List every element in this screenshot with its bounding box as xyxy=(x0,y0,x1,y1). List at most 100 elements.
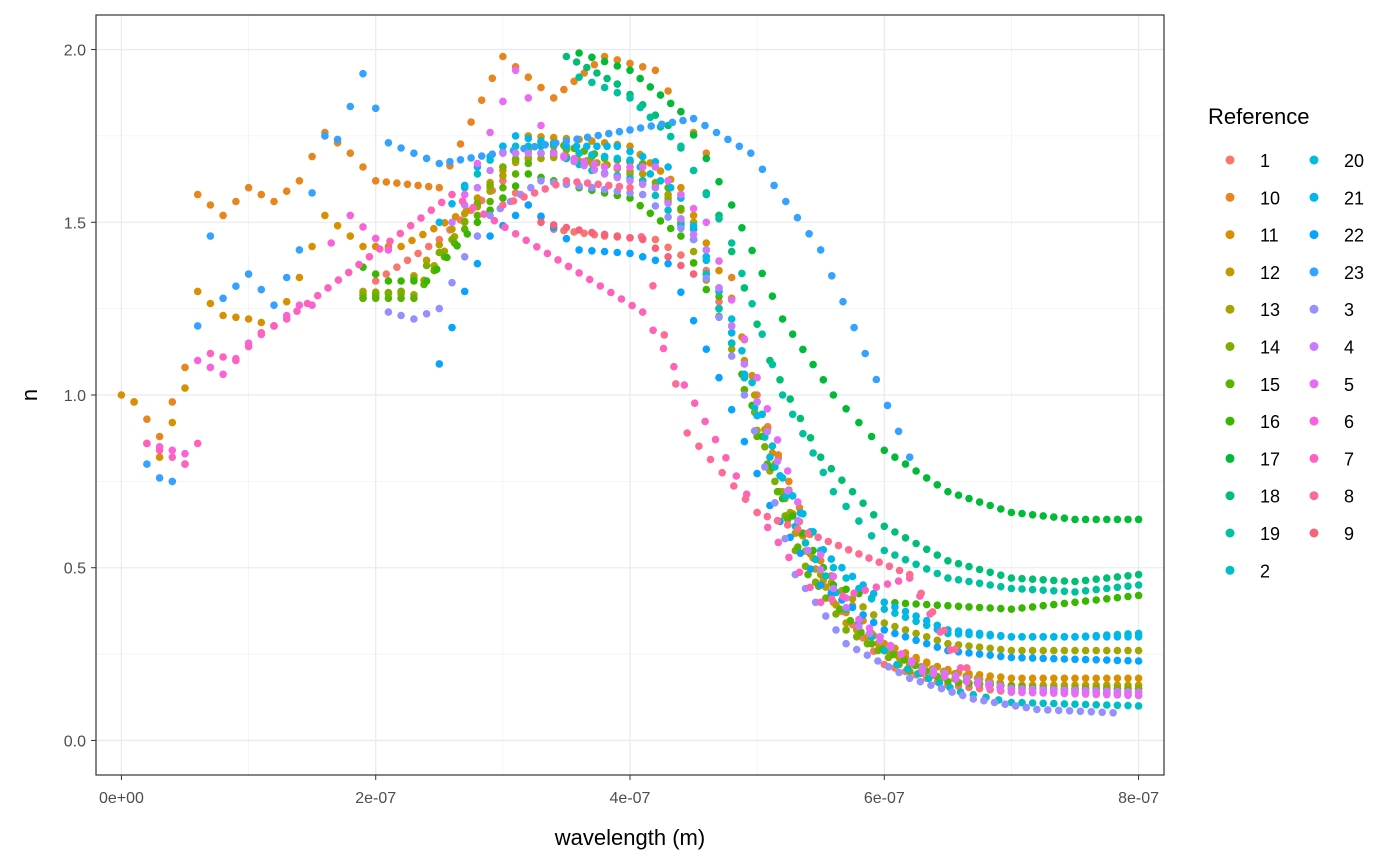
data-point xyxy=(143,460,151,468)
data-point xyxy=(499,52,507,61)
data-point xyxy=(656,167,665,175)
data-point xyxy=(181,449,189,458)
data-point xyxy=(1081,690,1090,698)
data-point xyxy=(651,244,660,252)
data-point xyxy=(585,275,594,284)
data-point xyxy=(912,600,920,608)
data-point xyxy=(636,103,644,112)
data-point xyxy=(295,246,304,254)
data-point xyxy=(206,349,215,358)
data-point xyxy=(384,294,393,303)
data-point xyxy=(763,405,772,413)
data-point xyxy=(206,363,215,372)
data-point xyxy=(613,173,622,182)
data-point xyxy=(689,316,698,325)
data-point xyxy=(1134,581,1143,589)
legend-item-11: 11 xyxy=(1225,226,1279,246)
data-point xyxy=(829,563,838,572)
data-point xyxy=(816,246,825,254)
data-point xyxy=(613,80,622,88)
data-point xyxy=(997,652,1005,661)
data-point xyxy=(891,528,899,536)
data-point xyxy=(651,66,660,75)
data-point xyxy=(1028,603,1037,611)
legend-label: 16 xyxy=(1260,412,1280,432)
data-point xyxy=(155,432,164,441)
data-point xyxy=(646,113,655,122)
data-point xyxy=(975,579,984,588)
data-point xyxy=(522,236,530,245)
data-point xyxy=(467,154,475,162)
x-axis-title: wavelength (m) xyxy=(554,825,705,850)
data-point xyxy=(646,83,655,91)
data-point xyxy=(922,600,931,609)
data-point xyxy=(788,330,797,339)
data-point xyxy=(763,523,772,532)
data-point xyxy=(636,124,645,132)
data-point xyxy=(334,276,343,284)
data-point xyxy=(1103,646,1111,655)
data-point xyxy=(832,626,840,634)
data-point xyxy=(456,140,465,148)
data-point xyxy=(613,88,622,97)
data-point xyxy=(638,190,647,199)
data-point xyxy=(382,270,391,278)
data-point xyxy=(702,239,711,247)
data-point xyxy=(647,122,655,130)
data-point xyxy=(473,183,482,192)
data-point xyxy=(806,565,815,573)
data-point xyxy=(575,149,583,157)
legend-item-10: 10 xyxy=(1225,188,1280,208)
data-point xyxy=(963,677,971,686)
data-point xyxy=(1018,574,1026,583)
data-point xyxy=(903,665,912,673)
data-point xyxy=(206,201,215,209)
data-point xyxy=(488,74,497,83)
data-point xyxy=(922,474,931,482)
data-point xyxy=(143,415,151,424)
data-point xyxy=(155,453,164,462)
data-point xyxy=(580,157,588,166)
legend-label: 22 xyxy=(1344,226,1364,246)
data-point xyxy=(689,204,698,213)
data-point xyxy=(605,181,613,190)
data-point xyxy=(590,160,599,168)
data-point xyxy=(293,307,301,316)
series-7 xyxy=(143,190,965,672)
data-point xyxy=(406,221,415,230)
data-point xyxy=(549,149,558,157)
data-point xyxy=(575,226,583,234)
data-point xyxy=(575,49,583,57)
data-point xyxy=(689,270,698,278)
data-point xyxy=(435,304,444,313)
legend-key xyxy=(1225,416,1235,426)
data-point xyxy=(905,674,914,683)
data-point xyxy=(672,380,680,388)
data-point xyxy=(1109,709,1117,717)
data-point xyxy=(626,59,634,68)
x-tick-label: 0e+00 xyxy=(99,790,144,807)
data-point xyxy=(778,315,787,323)
data-point xyxy=(1092,633,1100,641)
data-point xyxy=(560,152,568,160)
data-point xyxy=(448,190,456,199)
data-point xyxy=(715,313,723,322)
data-point xyxy=(424,182,433,191)
data-point xyxy=(1007,508,1016,517)
data-point xyxy=(524,94,533,102)
data-point xyxy=(562,137,571,145)
data-point xyxy=(872,583,881,591)
data-point xyxy=(766,453,774,462)
legend-label: 11 xyxy=(1260,226,1279,246)
data-point xyxy=(562,52,571,61)
data-point xyxy=(397,311,405,320)
data-point xyxy=(537,177,545,185)
data-point xyxy=(1081,597,1090,605)
data-point xyxy=(740,370,749,379)
data-point xyxy=(965,649,973,657)
data-point xyxy=(829,487,838,496)
data-point xyxy=(838,563,846,572)
data-point xyxy=(927,681,935,689)
data-point xyxy=(793,213,802,222)
data-point xyxy=(359,69,367,78)
